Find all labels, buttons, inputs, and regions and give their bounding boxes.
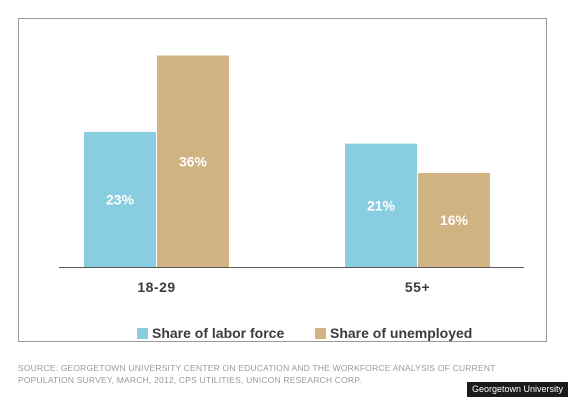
- bar-chart: 23% 36% 18-29 21% 16% 55+: [59, 55, 524, 295]
- source-note: SOURCE: GEORGETOWN UNIVERSITY CENTER ON …: [18, 363, 496, 385]
- bar-55+-unemployed: [418, 173, 490, 267]
- category-label-18-29: 18-29: [137, 279, 175, 295]
- legend-swatch-labor-force: [137, 327, 148, 339]
- category-label-55+: 55+: [405, 279, 430, 295]
- legend-swatch-unemployed: [315, 327, 326, 339]
- legend: Share of labor force Share of unemployed: [19, 323, 548, 343]
- bar-18-29-unemployed: [157, 55, 229, 267]
- data-label-18-29-unemployed: 36%: [179, 153, 208, 169]
- legend-label-unemployed: Share of unemployed: [330, 325, 473, 341]
- legend-item-labor-force: Share of labor force: [137, 323, 284, 343]
- data-label-18-29-labor-force: 23%: [106, 191, 135, 207]
- legend-item-unemployed: Share of unemployed: [315, 323, 472, 343]
- bar-18-29-labor-force: [84, 131, 156, 267]
- chart-frame: 23% 36% 18-29 21% 16% 55+ Share of labor forc…: [18, 18, 547, 342]
- legend-label-labor-force: Share of labor force: [152, 325, 285, 341]
- data-label-55+-labor-force: 21%: [367, 197, 396, 213]
- credit-badge: Georgetown University: [466, 382, 568, 397]
- bar-55+-labor-force: [345, 143, 417, 267]
- data-label-55+-unemployed: 16%: [440, 212, 469, 228]
